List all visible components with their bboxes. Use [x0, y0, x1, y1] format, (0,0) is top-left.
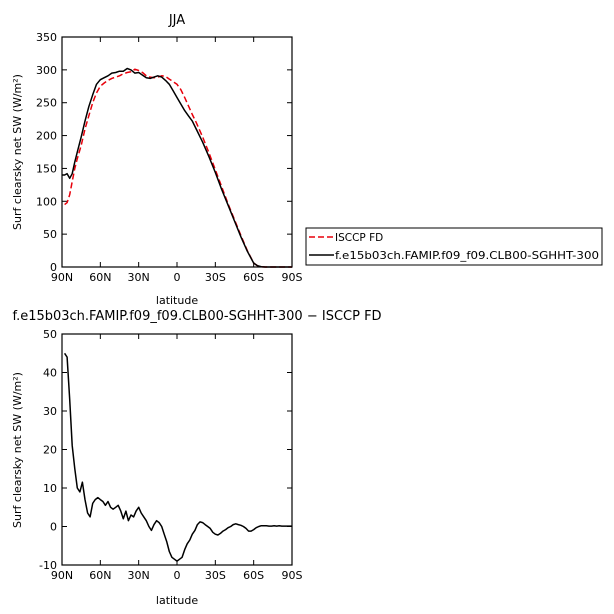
bottom-y-axis-label: Surf clearsky net SW (W/m²) [11, 372, 24, 528]
bottom-x-axis-label: latitude [156, 594, 198, 607]
bottom-x-tick-label: 30N [128, 569, 150, 582]
bottom-y-tick-label: 0 [50, 521, 57, 534]
bottom-plot-frame [61, 333, 293, 566]
top-y-tick-label: 0 [50, 261, 57, 274]
bottom-y-tick-label: 10 [43, 482, 57, 495]
bottom-y-tick-label: 40 [43, 367, 57, 380]
top-chart-title: JJA [168, 13, 185, 28]
bottom-x-tick-label: 30S [205, 569, 226, 582]
top-x-tick-label: 0 [174, 271, 181, 284]
top-x-tick-label: 60N [89, 271, 111, 284]
bottom-x-tick-label: 0 [174, 569, 181, 582]
top-x-tick-label: 30N [128, 271, 150, 284]
top-y-tick-label: 250 [36, 97, 57, 110]
top-series-lines [62, 67, 292, 268]
top-x-tick-label: 30S [205, 271, 226, 284]
bottom-x-tick-label: 60N [89, 569, 111, 582]
bottom-x-tick-label: 90N [51, 569, 73, 582]
top-series-line-1 [62, 67, 292, 268]
bottom-series-lines [63, 352, 292, 562]
top-x-axis: 90N 60N 30N 0 30S 60S 90S [51, 37, 303, 284]
top-y-axis: 0 50 100 150 200 250 300 350 [36, 31, 292, 274]
legend: ISCCP FD f.e15b03ch.FAMIP.f09_f09.CLB00-… [305, 227, 603, 266]
bottom-y-tick-label: 30 [43, 405, 57, 418]
top-y-axis-label: Surf clearsky net SW (W/m²) [11, 74, 24, 230]
top-y-tick-label: 100 [36, 195, 57, 208]
top-x-tick-label: 90S [282, 271, 303, 284]
legend-label-isccp: ISCCP FD [335, 232, 383, 244]
top-y-tick-label: 200 [36, 130, 57, 143]
bottom-x-tick-label: 90S [282, 569, 303, 582]
top-y-tick-label: 300 [36, 64, 57, 77]
top-y-tick-label: 350 [36, 31, 57, 44]
bottom-y-tick-label: 20 [43, 444, 57, 457]
bottom-series-line-0 [63, 352, 292, 562]
top-y-tick-label: 50 [43, 228, 57, 241]
bottom-x-axis: 90N 60N 30N 0 30S 60S 90S [51, 334, 303, 582]
legend-label-model: f.e15b03ch.FAMIP.f09_f09.CLB00-SGHHT-300 [335, 250, 599, 262]
top-x-tick-label: 90N [51, 271, 73, 284]
bottom-chart-title: f.e15b03ch.FAMIP.f09_f09.CLB00-SGHHT-300… [12, 309, 381, 324]
bottom-y-axis: -10 0 10 20 30 40 50 [39, 328, 292, 572]
top-x-tick-label: 60S [243, 271, 264, 284]
bottom-chart: f.e15b03ch.FAMIP.f09_f09.CLB00-SGHHT-300… [11, 309, 382, 607]
top-plot-frame [61, 36, 293, 268]
bottom-y-tick-label: -10 [39, 559, 57, 572]
top-y-tick-label: 150 [36, 162, 57, 175]
top-chart: JJA 0 50 100 150 200 250 300 350 90N 60N 30N 0 30S 6… [11, 13, 303, 307]
top-x-axis-label: latitude [156, 294, 198, 307]
legend-box [305, 227, 603, 266]
bottom-x-tick-label: 60S [243, 569, 264, 582]
bottom-y-tick-label: 50 [43, 328, 57, 341]
